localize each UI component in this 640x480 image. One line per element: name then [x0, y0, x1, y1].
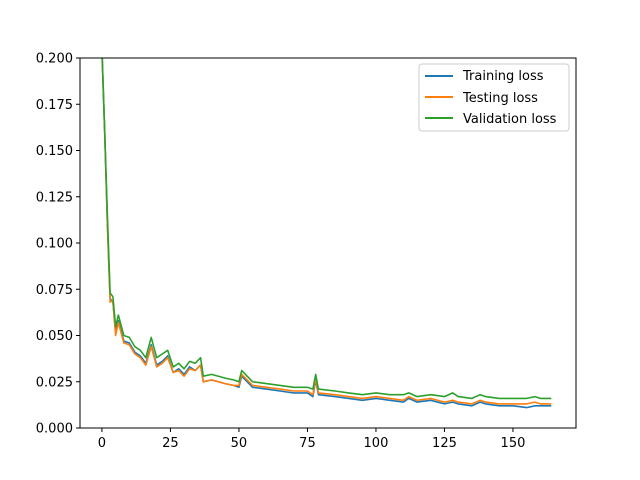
y-tick-label: 0.075 — [36, 283, 73, 298]
series-line-training-loss — [101, 58, 552, 409]
legend-label-testing: Testing loss — [462, 91, 538, 106]
series-line-testing-loss — [101, 58, 552, 405]
x-tick-label: 125 — [432, 436, 457, 451]
legend-label-training: Training loss — [462, 69, 544, 84]
x-tick-label: 100 — [364, 436, 389, 451]
x-tick-label: 150 — [501, 436, 526, 451]
legend: Training loss Testing loss Validation lo… — [418, 63, 570, 132]
y-tick-label: 0.100 — [36, 237, 73, 252]
y-tick-label: 0.025 — [36, 375, 73, 390]
x-tick-label: 75 — [299, 436, 316, 451]
y-tick-label: 0.200 — [36, 52, 73, 67]
legend-box — [418, 63, 570, 132]
x-tick-label: 50 — [231, 436, 248, 451]
series-line-validation-loss — [101, 58, 552, 400]
y-axis: 0.000 0.025 0.050 0.075 0.100 0.125 0.150 0.175… — [36, 52, 80, 437]
legend-label-validation: Validation loss — [463, 112, 557, 127]
plot-lines — [101, 58, 552, 409]
y-tick-label: 0.050 — [36, 329, 73, 344]
y-tick-label: 0.175 — [36, 98, 73, 113]
x-axis: 0 25 50 75 100 125 150 — [98, 428, 526, 451]
x-tick-label: 0 — [98, 436, 106, 451]
y-tick-label: 0.125 — [36, 190, 73, 205]
y-tick-label: 0.000 — [36, 422, 73, 437]
y-tick-label: 0.150 — [36, 144, 73, 159]
x-tick-label: 25 — [162, 436, 179, 451]
